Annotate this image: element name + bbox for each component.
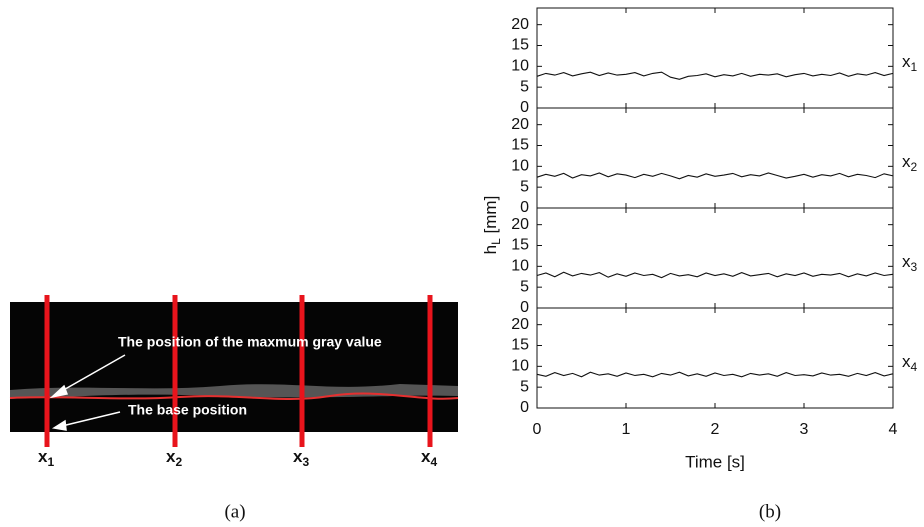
y-tick-label: 15 xyxy=(511,137,529,154)
label-sub: 1 xyxy=(911,60,918,74)
camera-image xyxy=(10,302,458,432)
label-sub: 2 xyxy=(911,160,918,174)
y-tick-label: 5 xyxy=(520,378,529,395)
y-tick-label: 15 xyxy=(511,37,529,54)
label-text: x xyxy=(902,252,911,271)
label-text: x xyxy=(902,352,911,371)
y-tick-label: 0 xyxy=(520,299,529,316)
label-sub: 1 xyxy=(47,455,54,469)
caption: (b) xyxy=(759,501,781,522)
label-sub: 3 xyxy=(911,260,918,274)
label-sub: 3 xyxy=(302,455,309,469)
label-sub: 2 xyxy=(175,455,182,469)
plot-frame xyxy=(536,307,894,409)
panel-label: x4 xyxy=(902,352,918,374)
label-sub: L xyxy=(489,238,503,245)
y-tick-label: 0 xyxy=(520,199,529,216)
x-tick-label: 4 xyxy=(889,421,898,438)
label-text: h xyxy=(481,245,500,254)
y-tick-label: 10 xyxy=(511,58,529,75)
label-sub: 4 xyxy=(430,455,437,469)
base-line xyxy=(9,392,459,400)
y-tick-label: 20 xyxy=(511,16,529,33)
y-tick-label: 5 xyxy=(520,278,529,295)
y-tick-label: 10 xyxy=(511,358,529,375)
label-text: x xyxy=(166,447,176,466)
label-text: x xyxy=(38,447,48,466)
plot-frame xyxy=(536,107,894,209)
line-label: x3 xyxy=(293,447,309,469)
signal-line xyxy=(536,71,894,80)
caption: (a) xyxy=(224,501,245,522)
label-sub: 4 xyxy=(911,360,918,374)
y-tick-label: 10 xyxy=(511,258,529,275)
line-label: x4 xyxy=(421,447,437,469)
label-text: x xyxy=(421,447,431,466)
y-tick-label: 0 xyxy=(520,99,529,116)
line-label: x2 xyxy=(166,447,182,469)
x-tick-label: 0 xyxy=(533,421,542,438)
y-tick-label: 5 xyxy=(520,178,529,195)
label-text: x xyxy=(902,152,911,171)
plot-frame xyxy=(536,207,894,309)
measure-lines xyxy=(44,295,433,447)
arrows xyxy=(49,354,126,431)
y-tick-label: 20 xyxy=(511,116,529,133)
y-axis-label: hL [mm] xyxy=(481,196,503,255)
y-tick-label: 15 xyxy=(511,237,529,254)
y-tick-label: 15 xyxy=(511,337,529,354)
annotation: The position of the maxmum gray value xyxy=(118,334,382,350)
y-tick-label: 20 xyxy=(511,216,529,233)
signal-line xyxy=(536,371,894,378)
panel-label: x1 xyxy=(902,52,918,74)
x-tick-label: 2 xyxy=(711,421,720,438)
y-tick-label: 20 xyxy=(511,316,529,333)
y-tick-label: 0 xyxy=(520,399,529,416)
line-label: x1 xyxy=(38,447,54,469)
plot-frame xyxy=(536,7,894,109)
x-axis-label: Time [s] xyxy=(685,452,745,471)
annotation: The base position xyxy=(128,402,247,418)
signal-line xyxy=(536,172,894,180)
x-tick-label: 3 xyxy=(800,421,809,438)
panel-label: x2 xyxy=(902,152,918,174)
y-tick-label: 10 xyxy=(511,158,529,175)
label-text: x xyxy=(293,447,303,466)
label-text: x xyxy=(902,52,911,71)
signal-line xyxy=(536,271,894,279)
x-tick-label: 1 xyxy=(622,421,631,438)
label-text: [mm] xyxy=(481,196,500,239)
y-tick-label: 5 xyxy=(520,78,529,95)
panel-label: x3 xyxy=(902,252,918,274)
